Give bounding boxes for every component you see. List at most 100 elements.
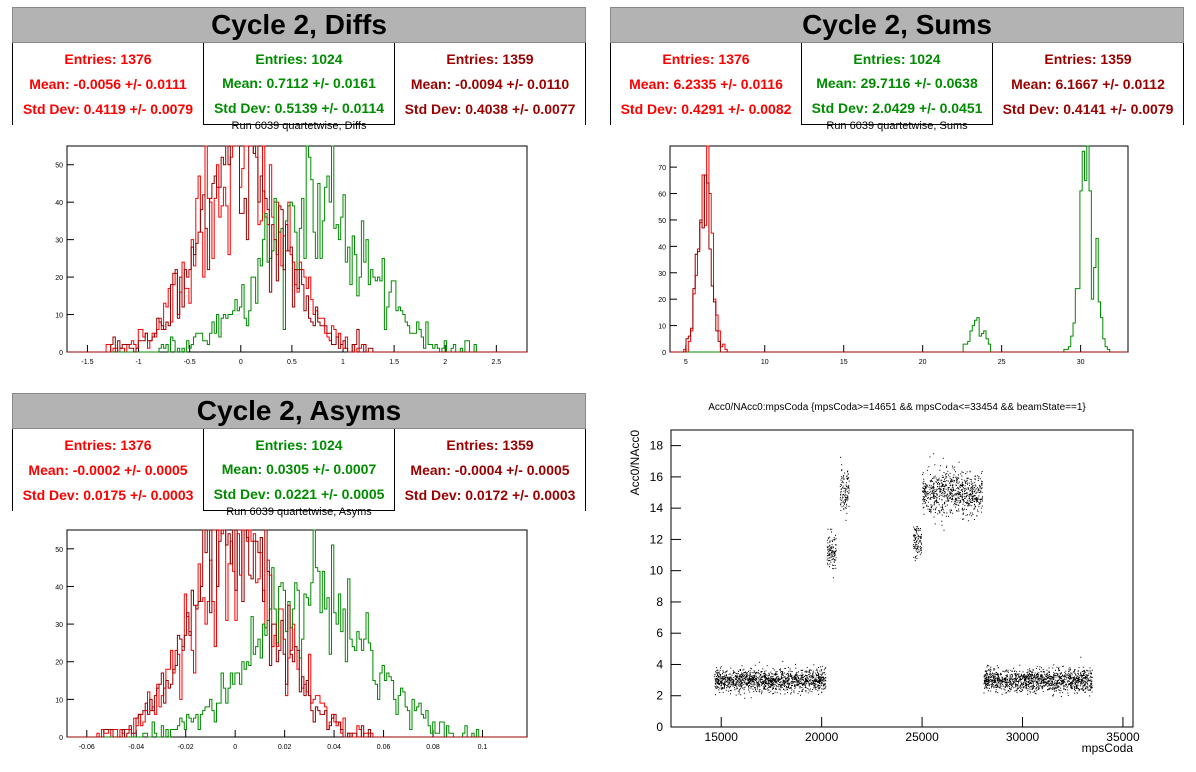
mean-label: Mean: -0.0002 +/- 0.0005 <box>28 461 188 478</box>
y-tick-label: 30 <box>55 238 63 245</box>
x-tick-label: 20 <box>919 359 927 366</box>
scatter-title: Acc0/NAcc0:mpsCoda {mpsCoda>=14651 && mp… <box>708 402 1086 413</box>
stddev-label: Std Dev: 2.0429 +/- 0.0451 <box>811 99 983 116</box>
diffs-panel: Cycle 2, Diffs Entries: 1376 Mean: -0.00… <box>12 7 586 377</box>
diffs-title: Cycle 2, Diffs <box>12 7 586 43</box>
y-tick-label: 6 <box>656 626 663 640</box>
diffs-subtitle: Run 6039 quartetwise, Diffs <box>231 120 367 132</box>
y-tick-label: 50 <box>658 218 666 225</box>
entries-label: Entries: 1024 <box>255 437 343 454</box>
x-tick-label: -1 <box>135 359 141 366</box>
x-tick-label: 15000 <box>705 730 739 744</box>
y-tick-label: 14 <box>650 501 664 515</box>
y-tick-label: 40 <box>55 584 63 591</box>
x-tick-label: -0.04 <box>128 744 144 751</box>
entries-label: Entries: 1359 <box>446 437 534 454</box>
stddev-label: Std Dev: 0.4291 +/- 0.0082 <box>620 100 792 117</box>
entries-label: Entries: 1359 <box>1044 51 1132 68</box>
mean-label: Mean: 0.7112 +/- 0.0161 <box>222 75 376 92</box>
mean-label: Mean: -0.0004 +/- 0.0005 <box>410 461 570 478</box>
y-tick-label: 70 <box>658 165 666 172</box>
asyms-stat-box-red: Entries: 1376 Mean: -0.0002 +/- 0.0005 S… <box>12 429 204 511</box>
histogram-series-2 <box>670 174 1128 353</box>
asyms-stat-box-darkred: Entries: 1359 Mean: -0.0004 +/- 0.0005 S… <box>394 429 586 511</box>
x-tick-label: -1.5 <box>81 359 93 366</box>
y-tick-label: 10 <box>658 324 666 331</box>
plot-frame <box>670 429 1134 728</box>
plot-frame <box>66 529 528 738</box>
x-tick-label: 30000 <box>1006 730 1040 744</box>
y-tick-label: 50 <box>55 547 63 554</box>
sums-stats: Entries: 1376 Mean: 6.2335 +/- 0.0116 St… <box>610 43 1184 125</box>
x-tick-label: 10 <box>761 359 769 366</box>
diffs-stats: Entries: 1376 Mean: -0.0056 +/- 0.0111 S… <box>12 43 586 125</box>
x-tick-label: 35000 <box>1106 730 1140 744</box>
y-tick-label: 10 <box>650 564 664 578</box>
y-tick-label: 40 <box>658 244 666 251</box>
asyms-subtitle: Run 6039 quartetwise, Asyms <box>226 506 372 518</box>
scatter-points <box>714 453 1093 699</box>
entries-label: Entries: 1359 <box>446 51 534 68</box>
x-tick-label: 0.06 <box>377 744 391 751</box>
diffs-stat-box-green: Entries: 1024 Mean: 0.7112 +/- 0.0161 St… <box>203 43 395 125</box>
x-tick-label: 1.5 <box>389 359 399 366</box>
y-tick-label: 60 <box>658 192 666 199</box>
mean-label: Mean: -0.0056 +/- 0.0111 <box>29 75 187 92</box>
x-tick-label: 0 <box>239 359 243 366</box>
y-tick-label: 8 <box>656 595 663 609</box>
y-tick-label: 30 <box>55 622 63 629</box>
plot-frame <box>66 145 528 353</box>
entries-label: Entries: 1376 <box>662 51 750 68</box>
x-tick-label: -0.02 <box>178 744 194 751</box>
y-tick-label: 20 <box>658 297 666 304</box>
x-tick-label: -0.06 <box>79 744 95 751</box>
y-tick-label: 50 <box>55 163 63 170</box>
mean-label: Mean: -0.0094 +/- 0.0110 <box>410 75 570 92</box>
entries-label: Entries: 1024 <box>853 51 941 68</box>
y-tick-label: 10 <box>55 313 63 320</box>
x-tick-label: 0.02 <box>278 744 292 751</box>
stddev-label: Std Dev: 0.5139 +/- 0.0114 <box>213 99 385 116</box>
y-tick-label: 12 <box>650 532 664 546</box>
histogram-series-1 <box>67 145 527 353</box>
y-tick-label: 0 <box>59 735 63 742</box>
sums-panel: Cycle 2, Sums Entries: 1376 Mean: 6.2335… <box>610 7 1184 377</box>
sums-stat-box-green: Entries: 1024 Mean: 29.7116 +/- 0.0638 S… <box>801 43 993 125</box>
y-tick-label: 0 <box>59 350 63 357</box>
x-tick-label: 2.5 <box>491 359 501 366</box>
x-tick-label: 15 <box>840 359 848 366</box>
stddev-label: Std Dev: 0.4119 +/- 0.0079 <box>22 100 194 117</box>
mean-label: Mean: 6.1667 +/- 0.0112 <box>1011 75 1165 92</box>
stddev-label: Std Dev: 0.0175 +/- 0.0003 <box>22 486 194 503</box>
asyms-stat-box-green: Entries: 1024 Mean: 0.0305 +/- 0.0007 St… <box>203 429 395 511</box>
mean-label: Mean: 0.0305 +/- 0.0007 <box>221 461 377 478</box>
y-tick-label: 40 <box>55 200 63 207</box>
x-tick-label: 2 <box>443 359 447 366</box>
stddev-label: Std Dev: 0.0172 +/- 0.0003 <box>404 486 576 503</box>
y-tick-label: 10 <box>55 697 63 704</box>
x-axis-label: mpsCoda <box>1082 741 1134 755</box>
sums-stat-box-darkred: Entries: 1359 Mean: 6.1667 +/- 0.0112 St… <box>992 43 1184 125</box>
diffs-stat-box-red: Entries: 1376 Mean: -0.0056 +/- 0.0111 S… <box>12 43 204 125</box>
y-tick-label: 18 <box>650 439 664 453</box>
y-tick-label: 16 <box>650 470 664 484</box>
asyms-stats: Entries: 1376 Mean: -0.0002 +/- 0.0005 S… <box>12 429 586 511</box>
x-tick-label: 20000 <box>805 730 839 744</box>
sums-title: Cycle 2, Sums <box>610 7 1184 43</box>
y-tick-label: 0 <box>656 720 663 734</box>
entries-label: Entries: 1376 <box>64 437 152 454</box>
y-tick-label: 4 <box>656 657 663 671</box>
x-tick-label: 0.04 <box>327 744 341 751</box>
diffs-stat-box-darkred: Entries: 1359 Mean: -0.0094 +/- 0.0110 S… <box>394 43 586 125</box>
stddev-label: Std Dev: 0.4038 +/- 0.0077 <box>404 100 576 117</box>
y-tick-label: 30 <box>658 271 666 278</box>
x-tick-label: -0.5 <box>184 359 196 366</box>
asyms-title: Cycle 2, Asyms <box>12 393 586 429</box>
histogram-series-2 <box>67 529 527 738</box>
y-axis-label: Acc0/NAcc0 <box>628 430 642 496</box>
x-tick-label: 0 <box>233 744 237 751</box>
x-tick-label: 1 <box>341 359 345 366</box>
sums-stat-box-red: Entries: 1376 Mean: 6.2335 +/- 0.0116 St… <box>610 43 802 125</box>
stddev-label: Std Dev: 0.4141 +/- 0.0079 <box>1002 100 1174 117</box>
